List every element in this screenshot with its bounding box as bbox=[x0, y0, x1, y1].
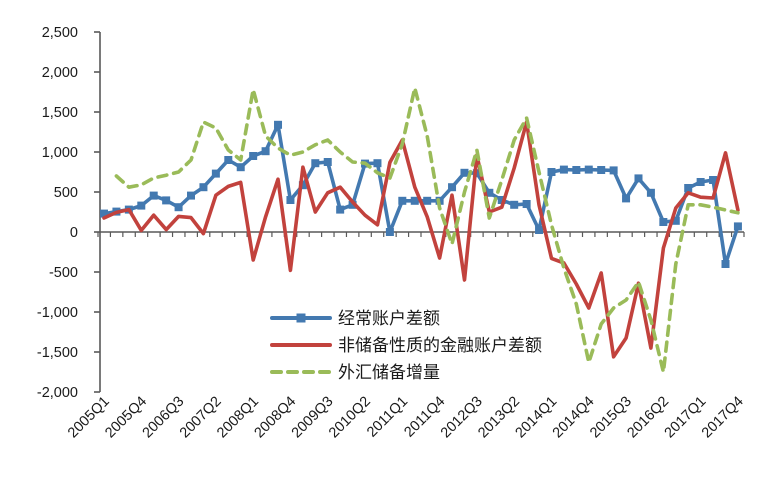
y-axis-label: -2,000 bbox=[37, 385, 78, 401]
series-marker bbox=[199, 183, 208, 192]
series-marker bbox=[510, 200, 519, 209]
x-axis-label: 2010Q2 bbox=[326, 394, 374, 442]
series-marker bbox=[323, 158, 332, 166]
x-axis-label: 2017Q4 bbox=[699, 394, 747, 442]
series-marker bbox=[249, 152, 258, 160]
series-marker bbox=[634, 174, 643, 183]
series-marker bbox=[597, 166, 606, 174]
series-marker bbox=[547, 168, 556, 176]
series-marker bbox=[398, 196, 407, 205]
y-axis-label: -1,000 bbox=[37, 305, 78, 321]
y-axis-label: 500 bbox=[54, 185, 78, 201]
y-axis-label: 0 bbox=[70, 225, 78, 241]
y-axis-label: 1,500 bbox=[42, 105, 78, 121]
series-marker bbox=[460, 168, 469, 177]
series-marker bbox=[174, 203, 183, 212]
y-axis-label: -1,500 bbox=[37, 345, 78, 361]
series-marker bbox=[622, 194, 631, 203]
series-marker bbox=[149, 191, 158, 200]
legend-label-0: 经常账户差额 bbox=[338, 309, 440, 328]
series-marker bbox=[559, 165, 568, 174]
y-axis-label: 1,000 bbox=[42, 145, 78, 161]
series-line-1 bbox=[102, 120, 740, 359]
series-marker bbox=[137, 201, 146, 210]
series-marker bbox=[584, 165, 593, 174]
legend-marker bbox=[296, 313, 306, 323]
y-axis-label: 2,500 bbox=[42, 25, 78, 41]
series-marker bbox=[187, 191, 196, 200]
series-line-0 bbox=[102, 123, 740, 266]
series-marker bbox=[211, 169, 220, 178]
series-marker bbox=[423, 196, 432, 205]
series-marker bbox=[448, 183, 457, 192]
series-marker bbox=[721, 260, 730, 268]
series-marker bbox=[336, 205, 345, 214]
legend-label-2: 外汇储备增量 bbox=[338, 363, 440, 382]
series-marker bbox=[224, 156, 233, 164]
series-marker bbox=[572, 166, 581, 174]
series-marker bbox=[261, 147, 270, 156]
x-axis-label: 2011Q1 bbox=[364, 394, 411, 441]
series-marker bbox=[410, 196, 419, 205]
y-axis-label: 2,000 bbox=[42, 65, 78, 81]
series-marker bbox=[535, 226, 544, 234]
series-marker bbox=[311, 159, 320, 168]
series-marker bbox=[522, 200, 531, 208]
series-marker bbox=[373, 159, 382, 168]
series-marker bbox=[162, 196, 171, 205]
series-line-2 bbox=[114, 86, 740, 374]
series-marker bbox=[733, 222, 742, 231]
series-marker bbox=[609, 166, 618, 175]
series-marker bbox=[646, 188, 655, 197]
series-marker bbox=[286, 196, 295, 204]
legend-label-1: 非储备性质的金融账户差额 bbox=[338, 336, 542, 355]
series-marker bbox=[684, 184, 693, 192]
series-marker bbox=[696, 178, 705, 186]
series-marker bbox=[385, 228, 394, 236]
series-marker bbox=[274, 120, 283, 129]
series-marker bbox=[236, 163, 245, 172]
y-axis-label: -500 bbox=[49, 265, 78, 281]
series-marker bbox=[659, 218, 668, 226]
